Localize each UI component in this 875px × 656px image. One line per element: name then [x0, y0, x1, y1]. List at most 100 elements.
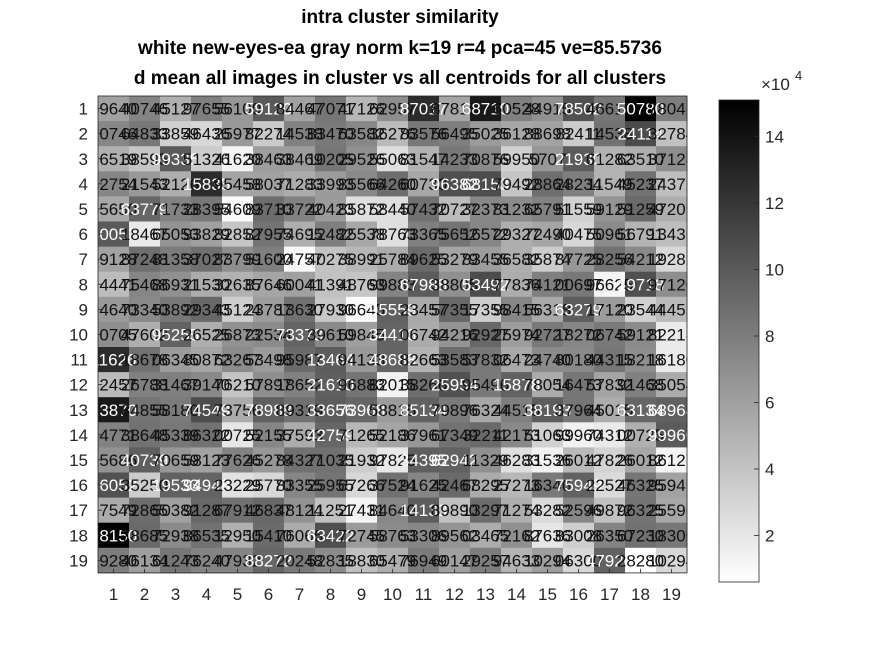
cell-label-r16-c5: 23229 [214, 476, 261, 495]
heatmap-cell-r17-c17 [594, 497, 626, 524]
cell-label-r16-c11: 91625 [400, 476, 447, 495]
heatmap-cell-r6-c13 [470, 221, 502, 248]
heatmap-cell-r2-c6 [253, 121, 285, 147]
heatmap-cell-r3-c12 [439, 146, 471, 172]
cell-label-r4-c5: 95458 [214, 175, 261, 194]
heatmap-cell-r17-c12 [439, 497, 471, 524]
cell-label-r1-c19: 78046 [648, 100, 695, 119]
heatmap-cell-r9-c18 [625, 296, 657, 323]
x-tick-label-15: 15 [538, 585, 557, 604]
heatmap-cell-r5-c17 [594, 196, 626, 222]
cell-label-r2-c11: 83576 [400, 125, 447, 144]
cell-label-r8-c16: 00697 [555, 275, 602, 294]
cell-label-r5-c6: 83710 [245, 200, 292, 219]
heatmap-cell-r16-c9 [346, 472, 378, 499]
cell-label-r5-c17: 59129 [586, 200, 633, 219]
heatmap-cell-r17-c11 [408, 497, 440, 524]
cell-label-r13-c4: 74549 [183, 401, 230, 420]
x-tick-label-3: 3 [171, 585, 180, 604]
heatmap-cell-r4-c17 [594, 171, 626, 197]
cell-label-r6-c10: 78763 [369, 225, 416, 244]
cell-label-r10-c5: 26873 [214, 325, 261, 344]
heatmap-cell-r4-c9 [346, 171, 378, 197]
cell-label-r19-c18: 28280 [617, 551, 664, 570]
heatmap-cell-r5-c7 [284, 196, 316, 222]
cell-label-r10-c4: 26525 [183, 325, 230, 344]
cell-label-r10-c8: 39610 [307, 325, 354, 344]
cell-label-r12-c13: 95496 [462, 376, 509, 395]
heatmap-cell-r11-c10 [377, 347, 409, 373]
cell-label-r15-c10: 97825 [369, 451, 416, 470]
heatmap-cell-r7-c7 [284, 246, 316, 273]
cell-label-r14-c8: 42759 [307, 426, 354, 445]
heatmap-cell-r8-c8 [315, 271, 347, 298]
cell-label-r4-c3: 52126 [152, 175, 199, 194]
cell-label-r18-c14: 72162 [493, 526, 540, 545]
heatmap-cell-r16-c7 [284, 472, 316, 499]
cell-label-r6-c5: 82852 [214, 225, 261, 244]
heatmap-cell-r3-c9 [346, 146, 378, 172]
heatmap-cell-r3-c6 [253, 146, 285, 172]
cell-label-r12-c19: 35054 [648, 376, 695, 395]
cell-label-r16-c7: 83355 [276, 476, 323, 495]
cell-label-r16-c14: 27273 [493, 476, 540, 495]
cell-label-r13-c6: 78988 [245, 401, 292, 420]
x-tick-label-6: 6 [264, 585, 273, 604]
heatmap-cell-r7-c4 [191, 246, 223, 273]
cell-label-r19-c16: 06300 [555, 551, 602, 570]
cell-label-r17-c19: 25596 [648, 501, 695, 520]
heatmap-cell-r5-c6 [253, 196, 285, 222]
heatmap-cell-r18-c10 [377, 522, 409, 549]
cell-label-r5-c3: 71733 [152, 200, 199, 219]
cell-label-r13-c12: 79896 [431, 401, 478, 420]
heatmap-cell-r1-c6 [253, 96, 285, 122]
heatmap-cell-r13-c17 [594, 397, 626, 423]
cell-label-r15-c2: 40739 [121, 451, 168, 470]
heatmap-cell-r9-c19 [656, 296, 688, 323]
cell-label-r19-c2: 46134 [121, 551, 168, 570]
heatmap-cell-r10-c1 [98, 321, 130, 348]
cell-label-r2-c13: 35025 [462, 125, 509, 144]
heatmap-cell-r3-c3 [160, 146, 192, 172]
heatmap-cell-r10-c18 [625, 321, 657, 348]
cell-label-r9-c17: 17120 [586, 300, 633, 319]
colorbar [718, 99, 760, 583]
heatmap-cell-r10-c9 [346, 321, 378, 348]
cell-label-r3-c3: 99335 [152, 150, 199, 169]
heatmap-cell-r8-c13 [470, 271, 502, 298]
heatmap-cell-r1-c19 [656, 96, 688, 122]
cell-label-r2-c18: 24114 [617, 125, 663, 144]
heatmap-cell-r13-c7 [284, 397, 316, 423]
heatmap-cell-r7-c17 [594, 246, 626, 273]
heatmap-cell-r18-c4 [191, 522, 223, 549]
cell-label-r14-c3: 45339 [152, 426, 199, 445]
heatmap-cell-r15-c16 [563, 447, 595, 473]
heatmap-cell-r17-c2 [129, 497, 161, 524]
cell-label-r11-c19: 16180 [648, 351, 695, 370]
cell-label-r11-c3: 06345 [152, 351, 199, 370]
cell-label-r2-c5: 25977 [214, 125, 261, 144]
heatmap-cell-r10-c12 [439, 321, 471, 348]
cell-label-r15-c11: 34395 [400, 451, 447, 470]
cell-label-r18-c9: 72745 [338, 526, 385, 545]
heatmap-cell-r6-c3 [160, 221, 192, 248]
cell-label-r19-c6: 88272 [245, 551, 292, 570]
y-tick-label-13: 13 [69, 401, 88, 420]
heatmap-cell-r8-c17 [594, 271, 626, 298]
cell-label-r9-c13: 17355 [462, 300, 509, 319]
cell-label-r16-c16: 75949 [555, 476, 602, 495]
cell-label-r5-c15: 65791 [524, 200, 571, 219]
heatmap-cell-r12-c14 [501, 372, 533, 398]
heatmap-cell-r3-c4 [191, 146, 223, 172]
heatmap-cell-r12-c10 [377, 372, 409, 398]
cell-label-r13-c9: 73968 [338, 401, 385, 420]
heatmap-cell-r1-c4 [191, 96, 223, 122]
cell-label-r7-c3: 81358 [152, 250, 199, 269]
cell-label-r17-c9: 27431 [338, 501, 385, 520]
heatmap-cell-r3-c19 [656, 146, 688, 172]
heatmap-cell-r10-c4 [191, 321, 223, 348]
cell-label-r19-c4: 76240 [183, 551, 230, 570]
cell-label-r2-c8: 83470 [307, 125, 354, 144]
x-tick-label-5: 5 [233, 585, 242, 604]
cell-label-r3-c18: 63510 [617, 150, 664, 169]
